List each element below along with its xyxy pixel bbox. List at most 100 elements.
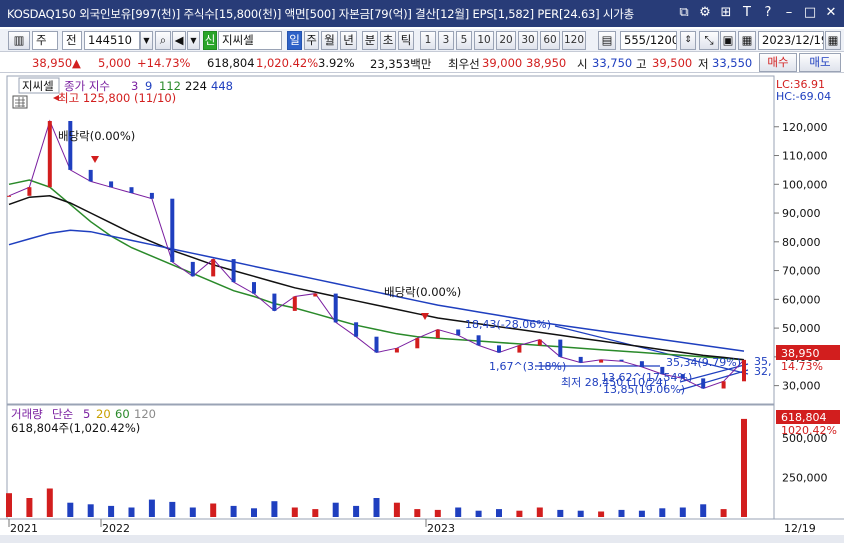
trend-label-3: 13.62^(17.54%): [601, 371, 692, 384]
volume-bar: [210, 503, 217, 517]
code-value: 144510: [88, 33, 132, 47]
link-icon[interactable]: ⧉: [679, 5, 689, 20]
count-total: /1200: [645, 33, 677, 47]
volume-bar: [189, 507, 196, 517]
volume-bar: [577, 510, 584, 517]
current-price: 38,950: [32, 56, 73, 70]
speaker-dropdown-icon[interactable]: ▼: [187, 31, 200, 50]
volume-bar: [496, 509, 502, 517]
trade-amount: 23,353백만: [370, 57, 432, 71]
priority-label: 최우선: [448, 57, 480, 71]
print-icon[interactable]: ▦: [738, 31, 756, 50]
volume-bar: [434, 509, 441, 517]
volume-bar: [414, 509, 421, 517]
zoom-icon[interactable]: ⤡: [699, 31, 719, 50]
turnover-pct: 3.92%: [318, 56, 355, 70]
type-select[interactable]: 주: [32, 31, 58, 50]
lock-icon[interactable]: ⊞: [720, 5, 732, 20]
volume-bar: [230, 505, 237, 517]
volume-bar: [659, 508, 666, 517]
price-point: [639, 361, 644, 367]
trend-label-2: 18,43(-28.06%): [465, 318, 551, 331]
price-point: [599, 359, 604, 363]
volume-bar: [598, 511, 605, 517]
period-year[interactable]: 년: [340, 31, 357, 50]
period-minute[interactable]: 분: [362, 31, 378, 50]
trend-label-1: 1,67^(3.18%): [489, 360, 566, 373]
dividend-marker-2: [421, 313, 429, 320]
interval-3[interactable]: 3: [438, 31, 454, 50]
interval-30[interactable]: 30: [518, 31, 538, 50]
price-point: [88, 169, 93, 182]
help-icon[interactable]: ?: [764, 5, 772, 20]
price-point: [252, 282, 256, 294]
moving-average-lines: [8, 179, 745, 361]
minimize-icon[interactable]: –: [785, 5, 793, 20]
code-input[interactable]: 144510: [84, 31, 140, 50]
new-badge: 신: [203, 31, 217, 50]
high-label: 고: [636, 57, 647, 71]
volume-bar: [291, 507, 298, 517]
window-title: KOSDAQ150 외국인보유[997(천)] 주식수[15,800(천)] 액…: [7, 7, 635, 21]
period-month[interactable]: 월: [321, 31, 338, 50]
grid-toggle-icon[interactable]: [12, 95, 28, 109]
price-point: [435, 329, 440, 339]
date-input[interactable]: 2023/12/19: [758, 31, 824, 50]
chart-icon-button[interactable]: ▥: [8, 31, 30, 50]
current-price-tag-text: 38,950: [781, 347, 820, 360]
count-spinner[interactable]: ⇕: [680, 31, 696, 50]
buy-button[interactable]: 매수: [759, 53, 797, 72]
price-point: [497, 345, 501, 353]
period-second[interactable]: 초: [380, 31, 396, 50]
volume-value-label: 618,804주(1,020.42%): [11, 421, 140, 435]
speaker-icon[interactable]: ◀: [172, 31, 186, 50]
price-point: [231, 259, 236, 283]
volume-bar: [271, 501, 278, 517]
list-icon[interactable]: ▤: [598, 31, 616, 50]
volume-bar: [638, 510, 645, 517]
interval-20[interactable]: 20: [496, 31, 516, 50]
count-input[interactable]: 555/1200: [620, 31, 677, 50]
stock-name-field[interactable]: 지씨셀: [218, 31, 282, 50]
volume-bar: [332, 502, 339, 517]
hc-label: HC:-69.04: [776, 90, 831, 103]
interval-1[interactable]: 1: [420, 31, 436, 50]
interval-60[interactable]: 60: [540, 31, 560, 50]
ask-price: 39,000: [482, 56, 523, 70]
close-icon[interactable]: ✕: [825, 5, 837, 20]
low-price: 33,550: [712, 56, 753, 70]
interval-5[interactable]: 5: [456, 31, 472, 50]
settings-icon[interactable]: ⚙: [699, 5, 711, 20]
volume-bar: [475, 510, 482, 517]
period-day[interactable]: 일: [287, 31, 302, 50]
maximize-icon[interactable]: □: [803, 5, 817, 20]
interval-10[interactable]: 10: [474, 31, 494, 50]
legend-ma-9: 9: [145, 79, 152, 93]
volume-bar: [26, 498, 33, 517]
period-tick[interactable]: 틱: [398, 31, 414, 50]
price-point: [272, 293, 277, 311]
stock-name-value: 지씨셀: [222, 33, 254, 47]
price-chart[interactable]: 120,000 110,000 100,000 90,000 80,000 70,000 6…: [0, 74, 844, 543]
price-point: [354, 322, 359, 337]
high-arrow-icon: [53, 95, 59, 101]
date-value: 2023/12/19: [762, 33, 824, 47]
search-icon[interactable]: ⌕: [155, 31, 171, 50]
x-label-today: 12/19: [784, 522, 816, 535]
code-dropdown-icon[interactable]: ▼: [140, 31, 153, 50]
price-point: [558, 339, 563, 357]
interval-120[interactable]: 120: [562, 31, 586, 50]
sell-button[interactable]: 매도: [799, 53, 841, 72]
price-point: [517, 345, 522, 353]
calendar-icon[interactable]: ▦: [825, 31, 841, 50]
horizontal-scrollbar[interactable]: [0, 535, 844, 543]
price-point: [415, 338, 420, 349]
market-select[interactable]: 전: [62, 31, 82, 50]
period-week[interactable]: 주: [304, 31, 319, 50]
trend-label-5: 35,34(9.79%): [666, 356, 741, 369]
price-point: [721, 381, 726, 389]
save-icon[interactable]: ▣: [720, 31, 736, 50]
x-label-2021: 2021: [10, 522, 38, 535]
lc-label: LC:36.91: [776, 78, 825, 91]
text-icon[interactable]: T: [743, 5, 751, 20]
